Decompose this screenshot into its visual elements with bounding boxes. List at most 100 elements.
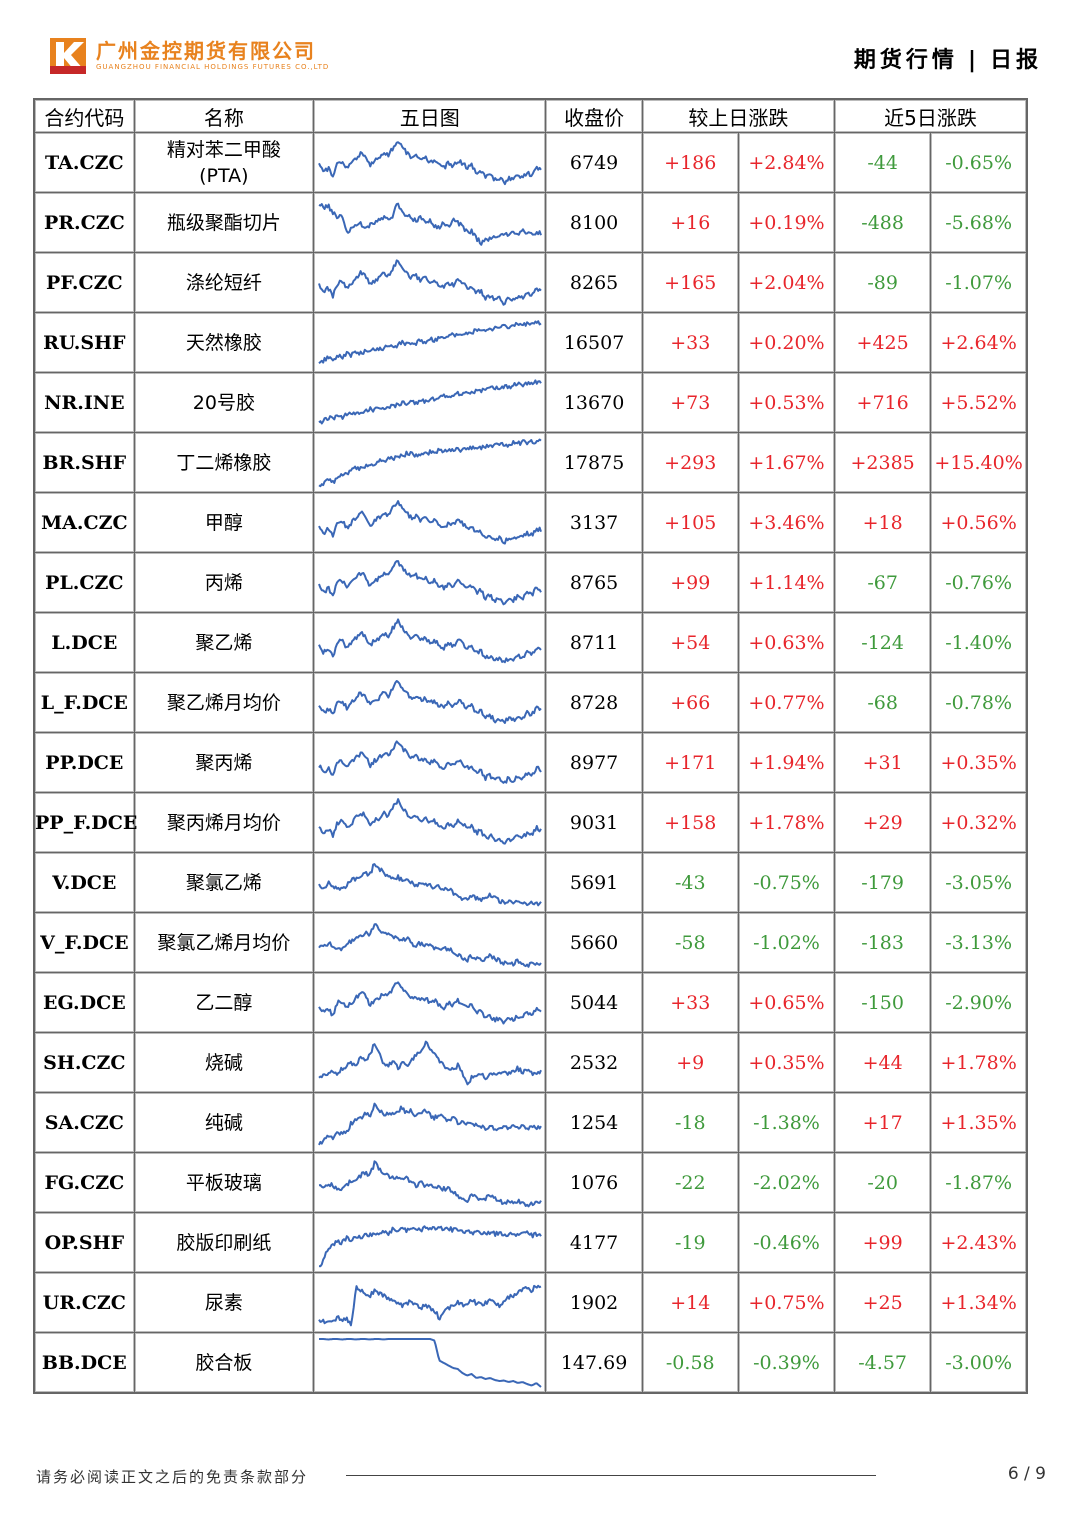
five-day-chart-cell [313,852,547,913]
day-change: +165 [641,252,739,313]
day-change: +16 [641,192,739,253]
report-type: 日报 [989,48,1042,73]
day-change-pct: +2.84% [737,132,836,193]
close-price: 13670 [545,372,643,433]
day-change: +105 [641,492,739,553]
five-day-sparkline [317,922,542,968]
day-change: +14 [641,1272,739,1333]
five-day-chart-cell [313,732,547,793]
table-row: SH.CZC 烧碱 2532 +9 +0.35% +44 +1.78% [33,1032,1028,1093]
five-day-change: +425 [834,312,932,373]
footer-divider [346,1475,876,1476]
five-day-change-pct: +1.78% [930,1032,1028,1093]
contract-code: MA.CZC [33,492,135,553]
five-day-change: -4.57 [834,1332,932,1394]
header-close: 收盘价 [545,98,643,133]
day-change: +99 [641,552,739,613]
day-change-pct: -1.02% [737,912,836,973]
five-day-chart-cell [313,1332,547,1394]
table-row: BB.DCE 胶合板 147.69 -0.58 -0.39% -4.57 -3.00% [33,1332,1028,1394]
five-day-change: -183 [834,912,932,973]
five-day-change-pct: -3.13% [930,912,1028,973]
day-change-pct: +0.53% [737,372,836,433]
contract-code: BR.SHF [33,432,135,493]
five-day-sparkline [318,1159,542,1207]
five-day-change: +2385 [834,432,932,493]
close-price: 17875 [545,432,643,493]
five-day-change: -44 [834,132,932,193]
five-day-change: -150 [834,972,932,1033]
close-price: 5660 [545,912,643,973]
contract-code: UR.CZC [33,1272,135,1333]
contract-code: V.DCE [33,852,135,913]
five-day-change-pct: +5.52% [930,372,1028,433]
table-row: L_F.DCE 聚乙烯月均价 8728 +66 +0.77% -68 -0.78% [33,672,1028,733]
contract-name: 胶合板 [133,1332,315,1394]
five-day-sparkline [317,862,542,906]
table-row: V_F.DCE 聚氯乙烯月均价 5660 -58 -1.02% -183 -3.13% [33,912,1028,973]
five-day-change-pct: -5.68% [930,192,1028,253]
sparkline-path [317,739,542,784]
contract-code: FG.CZC [33,1152,135,1213]
contract-code: OP.SHF [33,1212,135,1273]
five-day-change-pct: -0.78% [930,672,1028,733]
sparkline-path [317,617,542,663]
sparkline-path [318,1040,542,1085]
contract-name: 涤纶短纤 [133,252,315,313]
day-change-pct: +1.67% [737,432,836,493]
sparkline-path [318,1224,542,1267]
five-day-change-pct: -0.76% [930,552,1028,613]
five-day-chart-cell [313,132,547,193]
table-row: SA.CZC 纯碱 1254 -18 -1.38% +17 +1.35% [33,1092,1028,1153]
title-separator: | [967,48,980,73]
five-day-change-pct: +0.32% [930,792,1028,853]
five-day-change-pct: -1.40% [930,612,1028,673]
five-day-change: -20 [834,1152,932,1213]
five-day-change: -68 [834,672,932,733]
contract-name: 聚丙烯月均价 [133,792,315,853]
five-day-chart-cell [313,1152,547,1213]
day-change-pct: +3.46% [737,492,836,553]
five-day-change-pct: -0.65% [930,132,1028,193]
close-price: 5691 [545,852,643,913]
sparkline-path [317,862,542,906]
five-day-change: +18 [834,492,932,553]
five-day-sparkline [318,1224,542,1267]
five-day-change: -488 [834,192,932,253]
five-day-sparkline [318,319,542,364]
five-day-chart-cell [313,252,547,313]
contract-code: PP_F.DCE [33,792,137,853]
contract-code: NR.INE [33,372,135,433]
table-row: PP_F.DCE 聚丙烯月均价 9031 +158 +1.78% +29 +0.32% [33,792,1028,853]
day-change: +66 [641,672,739,733]
close-price: 8100 [545,192,643,253]
table-header-row: 合约代码 名称 五日图 收盘价 较上日涨跌 近5日涨跌 [33,98,1028,133]
five-day-chart-cell [313,1032,547,1093]
table-row: FG.CZC 平板玻璃 1076 -22 -2.02% -20 -1.87% [33,1152,1028,1213]
table-row: EG.DCE 乙二醇 5044 +33 +0.65% -150 -2.90% [33,972,1028,1033]
table-row: UR.CZC 尿素 1902 +14 +0.75% +25 +1.34% [33,1272,1028,1333]
close-price: 16507 [545,312,643,373]
five-day-sparkline [317,499,542,545]
five-day-chart-cell [313,612,547,673]
table-row: BR.SHF 丁二烯橡胶 17875 +293 +1.67% +2385 +15.40% [33,432,1028,493]
page-number: 6 / 9 [1007,1464,1046,1484]
five-day-sparkline [317,739,542,784]
sparkline-path [318,1159,542,1207]
day-change-pct: +1.14% [737,552,836,613]
day-change-pct: +0.75% [737,1272,836,1333]
header-code: 合约代码 [33,98,135,133]
contract-name: 纯碱 [133,1092,315,1153]
five-day-sparkline [317,1102,542,1145]
contract-code: L.DCE [33,612,135,673]
table-row: PL.CZC 丙烯 8765 +99 +1.14% -67 -0.76% [33,552,1028,613]
five-day-sparkline [317,559,542,605]
five-day-sparkline [318,1337,542,1388]
five-day-change: +44 [834,1032,932,1093]
table-row: PP.DCE 聚丙烯 8977 +171 +1.94% +31 +0.35% [33,732,1028,793]
company-name-cn: 广州金控期货有限公司 [96,39,316,63]
day-change: -0.58 [641,1332,739,1394]
contract-code: PL.CZC [33,552,135,613]
page-header: 广州金控期货有限公司 GUANGZHOU FINANCIAL HOLDINGS … [0,0,1080,96]
day-change-pct: +0.35% [737,1032,836,1093]
